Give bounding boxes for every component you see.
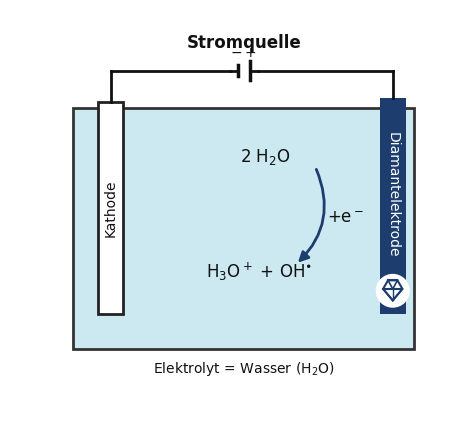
Text: +: + [244,46,256,60]
Circle shape [376,274,410,308]
Text: Elektrolyt = Wasser (H$_2$O): Elektrolyt = Wasser (H$_2$O) [153,360,335,378]
Text: −: − [230,46,242,60]
Bar [379,98,406,314]
Text: H$_3$O$^+$ + OH$^{\bullet}$: H$_3$O$^+$ + OH$^{\bullet}$ [206,261,313,283]
Text: Stromquelle: Stromquelle [187,34,301,52]
Text: Diamantelektrode: Diamantelektrode [386,132,400,257]
Text: Kathode: Kathode [104,179,118,237]
Bar [73,108,415,349]
Bar [98,102,123,314]
Text: 2 H$_2$O: 2 H$_2$O [239,147,290,167]
Text: +e$^-$: +e$^-$ [327,209,364,227]
